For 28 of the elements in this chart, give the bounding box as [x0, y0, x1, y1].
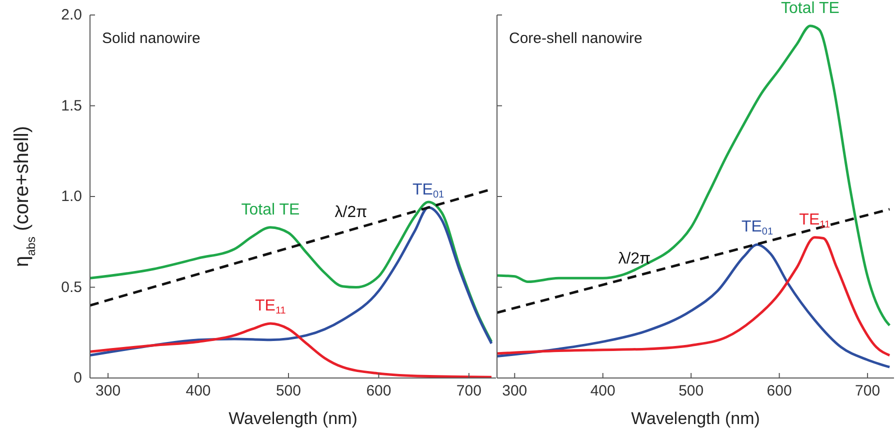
- y-tick-label: 2.0: [61, 6, 82, 24]
- y-tick-label: 0: [74, 370, 82, 386]
- x-tick-label: 700: [855, 382, 880, 400]
- x-tick-label: 600: [366, 382, 392, 400]
- x-axis-title: Wavelength (nm): [228, 409, 358, 428]
- x-tick-label: 600: [766, 382, 792, 400]
- series-label: TE$_{11}$: [799, 210, 830, 230]
- x-tick-label: 500: [276, 382, 302, 400]
- x-tick-label: 500: [678, 382, 704, 400]
- series-label: TE$_{11}$: [255, 297, 286, 317]
- line-series: [90, 322, 493, 378]
- y-tick-label: 1.5: [61, 97, 82, 114]
- x-tick-label: 400: [590, 382, 616, 400]
- series-label: λ/2π: [334, 203, 368, 220]
- series-label: TE$_{01}$: [741, 218, 774, 238]
- y-tick-label: 0.5: [61, 278, 82, 296]
- series-label: Total TE: [780, 0, 840, 16]
- text: Solid nanowire: [102, 30, 200, 47]
- series-label: λ/2π: [618, 250, 651, 267]
- y-tick-label: 1.0: [61, 188, 82, 205]
- x-tick-label: 400: [186, 382, 211, 400]
- x-tick-label: 300: [502, 382, 528, 400]
- series-label: Total TE: [241, 200, 300, 218]
- series-label: TE$_{01}$: [412, 180, 445, 200]
- text: Core-shell nanowire: [509, 30, 642, 47]
- x-tick-label: 700: [456, 382, 482, 400]
- x-tick-label: 300: [96, 382, 121, 400]
- x-axis-title: Wavelength (nm): [631, 409, 760, 428]
